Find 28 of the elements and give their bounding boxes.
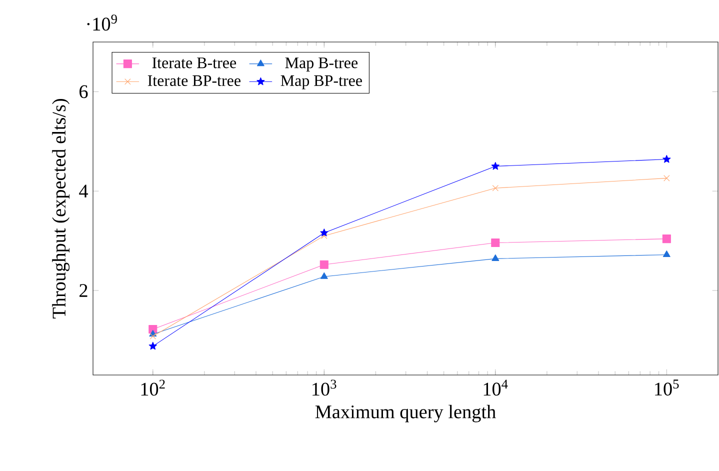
point bbox=[491, 238, 500, 248]
point bbox=[662, 155, 671, 163]
y-tick-label: 4 bbox=[79, 184, 88, 198]
point bbox=[148, 342, 157, 350]
point bbox=[320, 272, 328, 279]
point bbox=[320, 260, 328, 269]
y-tick-label: 2 bbox=[80, 284, 88, 297]
point bbox=[492, 254, 500, 261]
point bbox=[662, 234, 671, 244]
legend-label: Iterate BP-tree bbox=[148, 75, 240, 86]
y-axis-title: Throughput (expected elts/s) bbox=[52, 98, 70, 318]
x-tick-label: 10$^{2}$ bbox=[141, 380, 165, 396]
x-tick-label: 10$^{4}$ bbox=[484, 380, 508, 396]
y-tick-label: 6 bbox=[80, 85, 88, 98]
text: ·10$^{9}$ bbox=[87, 14, 117, 31]
legend-label: Iterate B-tree bbox=[152, 58, 236, 68]
x-axis-title: Maximum query length bbox=[315, 404, 496, 422]
point bbox=[321, 232, 328, 239]
point bbox=[664, 175, 670, 182]
legend-label: Map BP-tree bbox=[280, 75, 362, 90]
point bbox=[320, 228, 328, 236]
x-tick-label: 10$^{5}$ bbox=[655, 380, 679, 396]
point bbox=[491, 162, 500, 170]
point bbox=[150, 333, 156, 340]
point bbox=[662, 250, 670, 257]
point bbox=[492, 185, 499, 192]
x-tick-label: 10$^{3}$ bbox=[312, 380, 336, 396]
legend-label: Map B-tree bbox=[285, 58, 358, 72]
